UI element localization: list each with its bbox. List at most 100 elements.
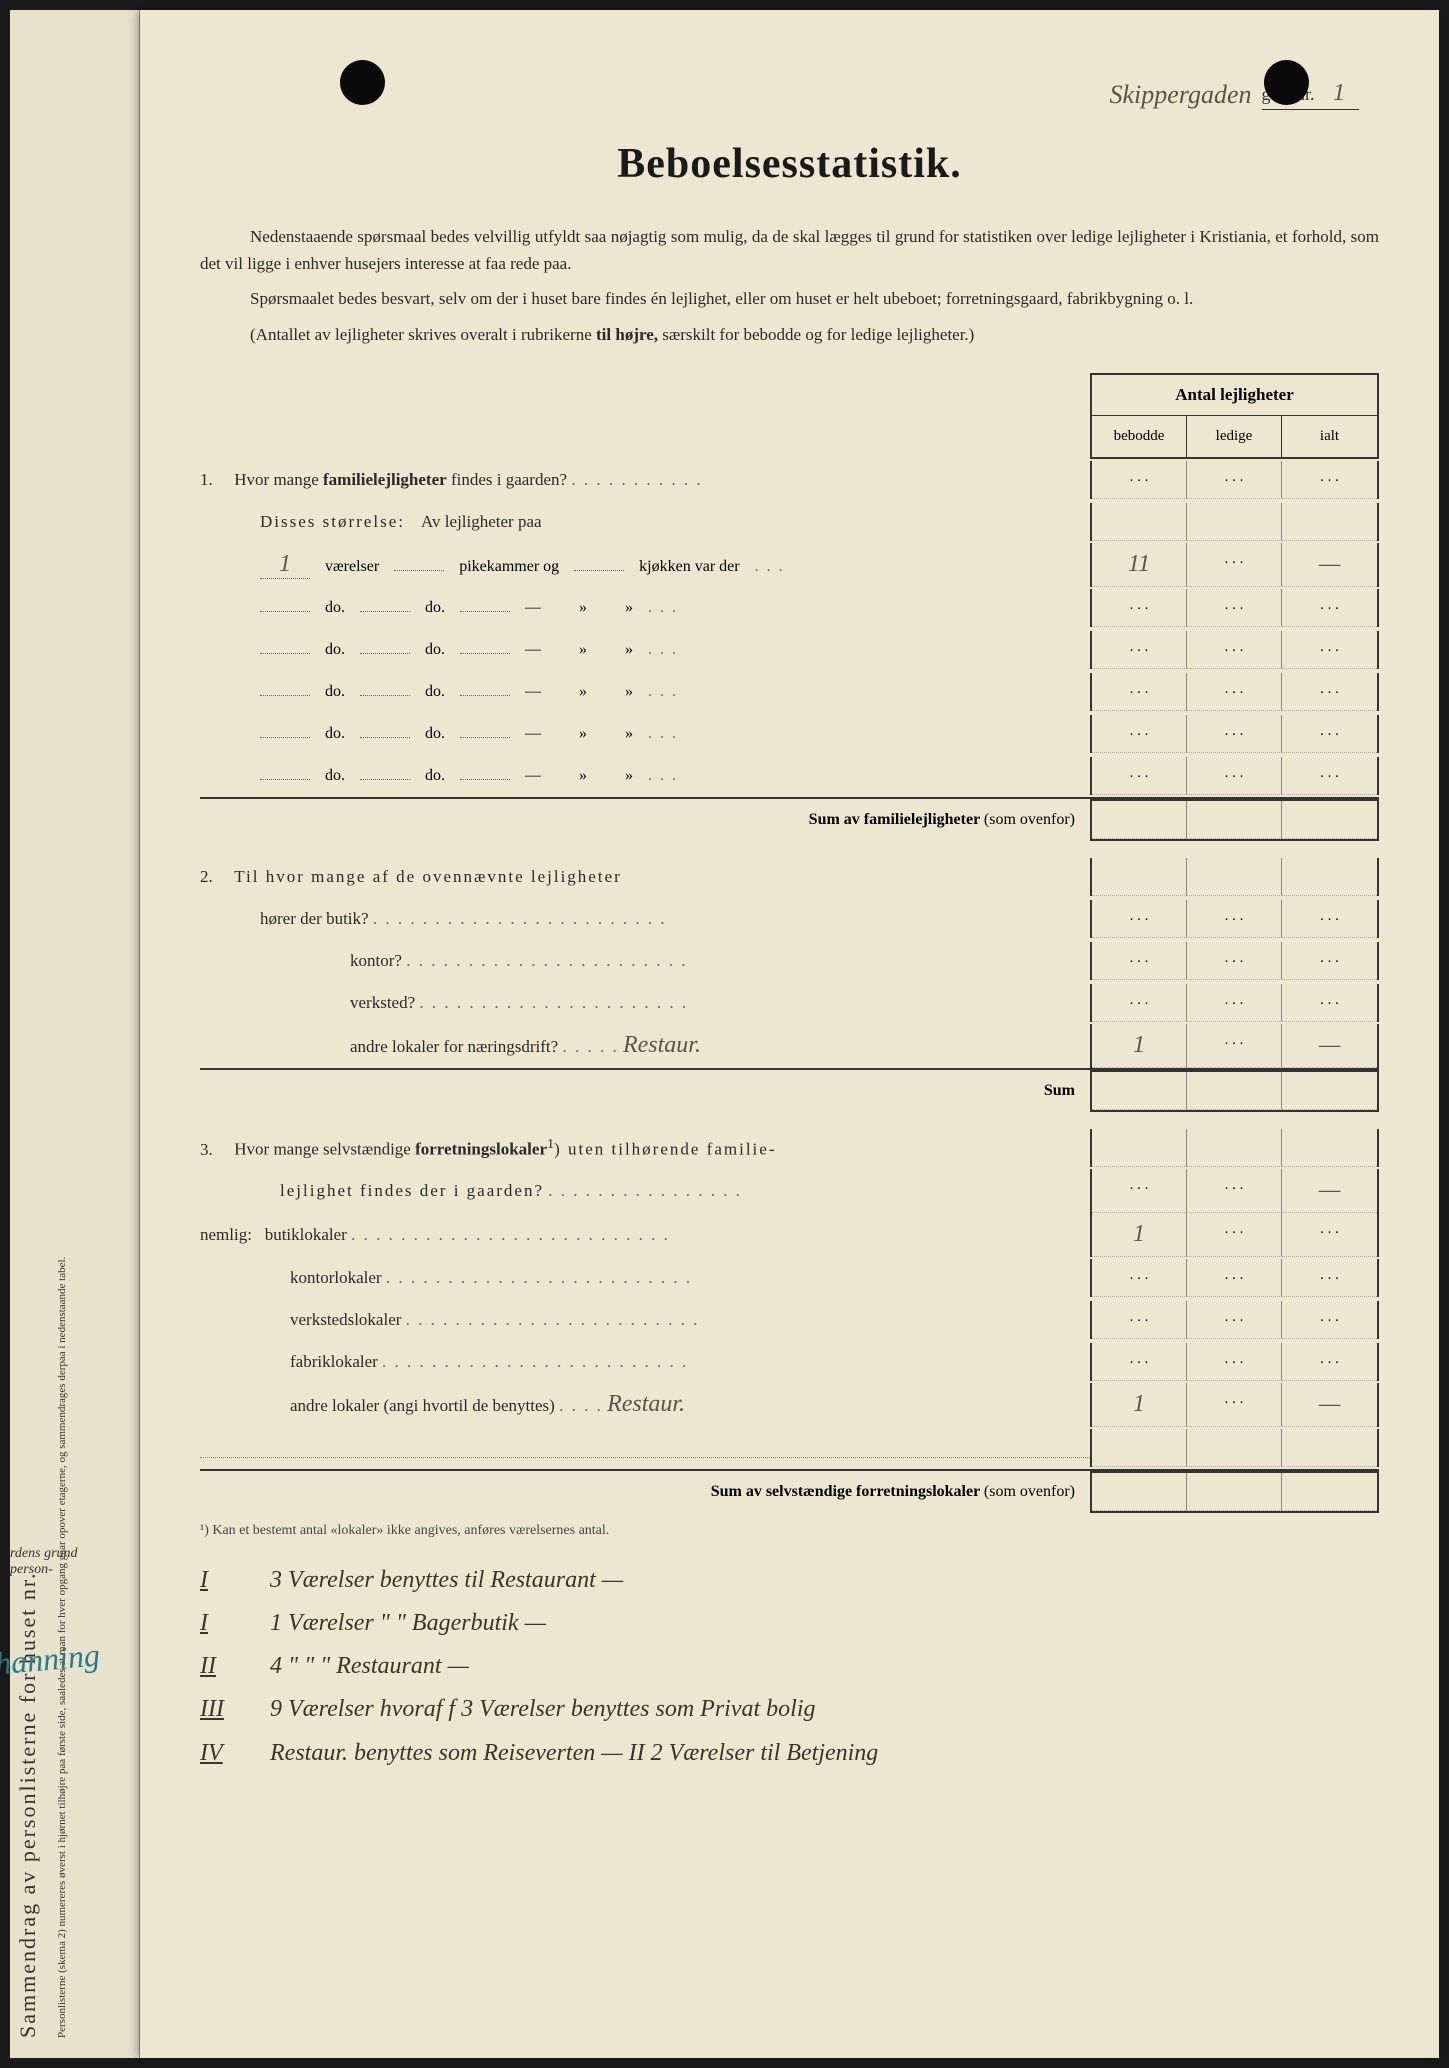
quote: » xyxy=(625,599,633,617)
q1-size-cells xyxy=(1090,503,1379,541)
intro-paragraph-3: (Antallet av lejligheter skrives overalt… xyxy=(200,321,1379,348)
q2-verksted: verksted? xyxy=(350,993,415,1012)
q3-sum-text: Sum av selvstændige forretningslokaler xyxy=(711,1483,980,1500)
dots: . . . . . . . . . . . . . . . . . . . . … xyxy=(351,1225,670,1244)
q1-row-6: do. do. — » » . . . . . . . . . . . . xyxy=(200,755,1379,797)
q1-row5-left: do. do. — » » . . . xyxy=(200,725,1090,743)
cell: . . . xyxy=(1187,1169,1282,1213)
dash: — xyxy=(525,683,541,701)
cell: . . . xyxy=(1187,900,1282,938)
dots: . . . . . . . . . . . . . . . . . . . . … xyxy=(386,1268,692,1287)
cell: . . . xyxy=(1092,631,1187,669)
page-container: Sammendrag av personlisterne for huset n… xyxy=(10,10,1439,2058)
q2-andre-ialt: — xyxy=(1282,1024,1377,1068)
cell: . . . xyxy=(1282,1259,1377,1297)
q2-main-row: 2. Til hvor mange af de ovennævnte lejli… xyxy=(200,856,1379,898)
cell: . . . xyxy=(1282,1213,1377,1257)
cell xyxy=(1282,1072,1377,1110)
quote: » xyxy=(625,641,633,659)
cell xyxy=(1282,801,1377,839)
dots: . . . . . . . . . . . . . . . . . . . . … xyxy=(373,909,667,928)
q3-andre: andre lokaler (angi hvortil de benyttes) xyxy=(290,1396,555,1415)
q1-row3-cells: . . . . . . . . . xyxy=(1090,631,1379,669)
cell: . . . xyxy=(1187,543,1282,587)
cell: . . . xyxy=(1282,715,1377,753)
cell: . . . xyxy=(1282,631,1377,669)
q3-line2-ialt: — xyxy=(1282,1169,1377,1213)
q1-row-5: do. do. — » » . . . . . . . . . . . . xyxy=(200,713,1379,755)
quote: » xyxy=(625,725,633,743)
vertical-text-container: Sammendrag av personlisterne for huset n… xyxy=(15,30,68,2038)
q3-verksted-label: verkstedslokaler . . . . . . . . . . . .… xyxy=(200,1310,1090,1330)
blank xyxy=(260,611,310,612)
intro-paragraph-2: Spørsmaalet bedes besvart, selv om der i… xyxy=(200,285,1379,312)
dash: — xyxy=(525,767,541,785)
punch-hole-right xyxy=(1264,60,1309,105)
hw-text-3: 4 " " " Restaurant — xyxy=(270,1645,469,1688)
cell: . . . xyxy=(1187,942,1282,980)
cell: . . . xyxy=(1187,461,1282,499)
q3-nemlig: nemlig: xyxy=(200,1225,252,1244)
main-table: Antal lejligheter bebodde ledige ialt 1.… xyxy=(200,373,1379,1513)
quote: » xyxy=(579,725,587,743)
margin-subtitle: Personlisterne (skema 2) numereres øvers… xyxy=(56,30,68,2038)
blank xyxy=(360,779,410,780)
cell xyxy=(1092,858,1187,896)
dots: . . . . . . . . . . . xyxy=(571,470,702,489)
q2-text: 2. Til hvor mange af de ovennævnte lejli… xyxy=(200,867,1090,887)
q1-av-lejl: Av lejligheter paa xyxy=(421,512,542,531)
q3-verksted-cells: . . . . . . . . . xyxy=(1090,1301,1379,1339)
q1-row-3: do. do. — » » . . . . . . . . . . . . xyxy=(200,629,1379,671)
do: do. xyxy=(325,641,345,659)
cell: . . . xyxy=(1282,673,1377,711)
hw-text-4: 9 Værelser hvoraf f 3 Værelser benyttes … xyxy=(270,1688,816,1731)
q2-butik-cells: . . . . . . . . . xyxy=(1090,900,1379,938)
hw-roman-5: IV xyxy=(200,1732,250,1775)
dots: . . . xyxy=(648,725,678,743)
q1-size-label: Disses størrelse: Av lejligheter paa xyxy=(200,512,1090,532)
cell: . . . xyxy=(1092,1301,1187,1339)
q3-sum-cells xyxy=(1090,1471,1379,1513)
q2-andre: andre lokaler for næringsdrift? xyxy=(350,1037,558,1056)
dots: . . . . xyxy=(559,1396,603,1415)
q3-kontor: kontorlokaler xyxy=(290,1268,382,1287)
quote: » xyxy=(579,683,587,701)
q1-disses: Disses størrelse: xyxy=(260,512,405,531)
count-table-header: Antal lejligheter bebodde ledige ialt xyxy=(1090,373,1379,459)
do: do. xyxy=(325,599,345,617)
cell: . . . xyxy=(1092,589,1187,627)
q2-andre-hw: Restaur. xyxy=(623,1032,701,1058)
blank xyxy=(574,570,624,571)
gate-number-value: 1 xyxy=(1319,80,1359,107)
margin-printed-labels: rdens grund person- xyxy=(10,1546,78,1578)
cell: . . . xyxy=(1092,984,1187,1022)
do: do. xyxy=(325,725,345,743)
cell: . . . xyxy=(1092,900,1187,938)
q2-butik-label: hører der butik? . . . . . . . . . . . .… xyxy=(200,909,1090,929)
q3-line2: lejlighet findes der i gaarden? . . . . … xyxy=(200,1181,1090,1201)
q3-andre-ialt: — xyxy=(1282,1383,1377,1427)
cell: . . . xyxy=(1282,757,1377,795)
dash: — xyxy=(525,641,541,659)
q2-main: Til hvor mange af de ovennævnte lejlighe… xyxy=(234,867,622,886)
cell xyxy=(1092,503,1187,541)
left-margin-column: Sammendrag av personlisterne for huset n… xyxy=(10,10,140,2058)
q3-main-row: 3. Hvor mange selvstændige forretningslo… xyxy=(200,1127,1379,1169)
do: do. xyxy=(425,725,445,743)
q1-row5-cells: . . . . . . . . . xyxy=(1090,715,1379,753)
q3-andre-cells: 1 . . . — xyxy=(1090,1383,1379,1427)
hw-note-2: I 1 Værelser " " Bagerbutik — xyxy=(200,1602,1379,1645)
q3-butik-bebodde: 1 xyxy=(1092,1213,1187,1257)
pikekammer: pikekammer og xyxy=(459,558,559,576)
dots: . . . xyxy=(648,767,678,785)
q2-number: 2. xyxy=(200,867,230,887)
cell: . . . xyxy=(1282,984,1377,1022)
q3-number: 3. xyxy=(200,1140,230,1160)
q1-cells: . . . . . . . . . xyxy=(1090,461,1379,499)
cell xyxy=(1282,1129,1377,1167)
blank xyxy=(360,653,410,654)
cell xyxy=(1282,1473,1377,1511)
bottom-handwritten-notes: I 3 Værelser benyttes til Restaurant — I… xyxy=(200,1559,1379,1775)
q3-blank-row xyxy=(200,1427,1379,1469)
q3-row-butik: nemlig: butiklokaler . . . . . . . . . .… xyxy=(200,1213,1379,1257)
